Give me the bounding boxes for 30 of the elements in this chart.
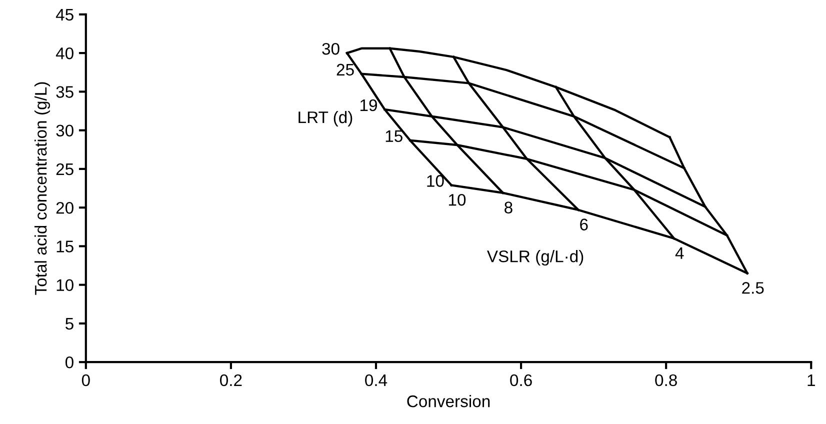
annotation: 25: [336, 64, 354, 76]
y-tick-label: 15: [56, 240, 74, 252]
y-axis-title: Total acid concentration (g/L): [34, 82, 50, 295]
annotation: 30: [322, 42, 340, 55]
x-tick-label: 0.4: [365, 374, 388, 386]
annotation: 10: [427, 175, 444, 187]
y-tick-label: 40: [56, 47, 74, 60]
x-tick-label: 0: [82, 374, 90, 386]
y-tick-label: 45: [56, 8, 74, 21]
y-tick-label: 0: [65, 356, 74, 368]
y-tick-label: 25: [56, 163, 74, 176]
y-tick-label: 35: [56, 86, 74, 98]
x-tick-label: 0.6: [510, 374, 532, 386]
x-axis-title: Conversion: [407, 394, 490, 408]
x-tick-label: 0.2: [220, 374, 242, 386]
annotation: 8: [504, 202, 512, 214]
annotation: VSLR (g/L·d): [486, 250, 584, 266]
annotation: 15: [386, 130, 402, 142]
annotation: 6: [580, 218, 588, 230]
annotation: LRT (d): [298, 110, 352, 126]
annotation: 4: [675, 247, 684, 259]
x-tick-label: 1: [808, 374, 815, 386]
y-tick-label: 10: [56, 279, 74, 292]
annotation: 2.5: [742, 282, 764, 294]
y-tick-label: 20: [56, 202, 74, 214]
y-tick-label: 30: [56, 124, 74, 137]
y-tick-label: 5: [65, 318, 74, 330]
annotation: 19: [360, 99, 377, 112]
annotation: 10: [448, 194, 466, 206]
x-tick-label: 0.8: [655, 374, 677, 386]
